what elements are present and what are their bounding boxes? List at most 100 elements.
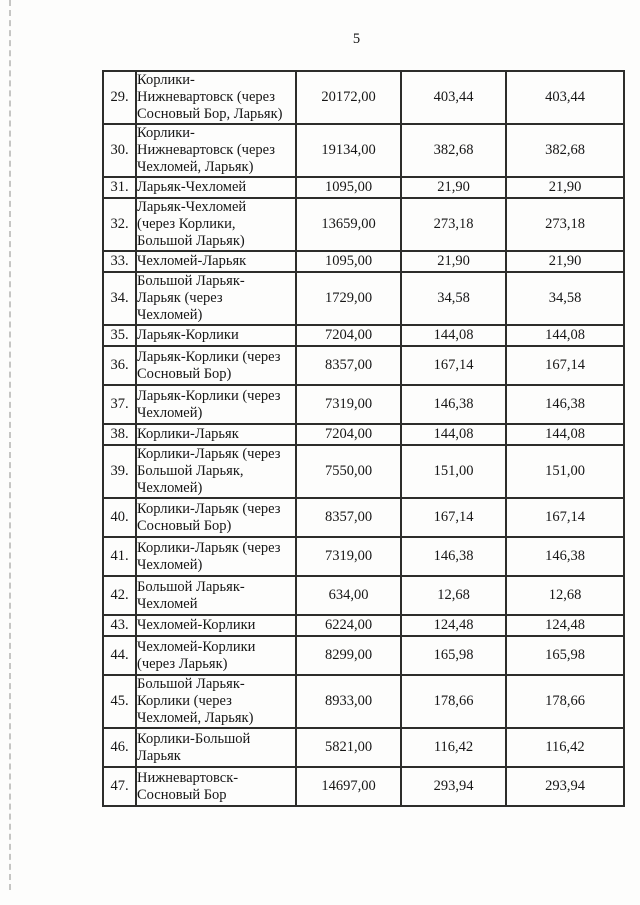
row-number-cell: 43. — [102, 614, 137, 637]
value-cell: 1095,00 — [295, 250, 402, 273]
row-number-cell: 41. — [102, 536, 137, 577]
value-cell: 21,90 — [400, 176, 507, 199]
value-cell: 21,90 — [505, 176, 625, 199]
route-name-cell: Ларьяк-Корлики — [135, 324, 297, 347]
value-cell: 146,38 — [400, 384, 507, 425]
table-row: 33. Чехломей-Ларьяк 1095,00 21,90 21,90 — [102, 250, 625, 273]
row-number-cell: 32. — [102, 197, 137, 252]
route-name-cell: Корлики-Большой Ларьяк — [135, 727, 297, 768]
value-cell: 1095,00 — [295, 176, 402, 199]
table-row: 45. Большой Ларьяк- Корлики (через Чехло… — [102, 674, 625, 729]
row-number-cell: 39. — [102, 444, 137, 499]
row-number-cell: 35. — [102, 324, 137, 347]
value-cell: 34,58 — [505, 271, 625, 326]
route-name-cell: Большой Ларьяк- Ларьяк (через Чехломей) — [135, 271, 297, 326]
table-row: 41. Корлики-Ларьяк (через Чехломей) 7319… — [102, 536, 625, 577]
value-cell: 167,14 — [400, 497, 507, 538]
row-number-cell: 34. — [102, 271, 137, 326]
row-number-cell: 42. — [102, 575, 137, 616]
value-cell: 178,66 — [505, 674, 625, 729]
value-cell: 8299,00 — [295, 635, 402, 676]
row-number-cell: 45. — [102, 674, 137, 729]
value-cell: 7319,00 — [295, 536, 402, 577]
value-cell: 144,08 — [505, 423, 625, 446]
table-row: 40. Корлики-Ларьяк (через Сосновый Бор) … — [102, 497, 625, 538]
value-cell: 151,00 — [400, 444, 507, 499]
table-row: 43. Чехломей-Корлики 6224,00 124,48 124,… — [102, 614, 625, 637]
value-cell: 382,68 — [505, 123, 625, 178]
row-number-cell: 37. — [102, 384, 137, 425]
route-name-cell: Большой Ларьяк- Корлики (через Чехломей,… — [135, 674, 297, 729]
value-cell: 7319,00 — [295, 384, 402, 425]
value-cell: 8933,00 — [295, 674, 402, 729]
row-number-cell: 36. — [102, 345, 137, 386]
value-cell: 144,08 — [505, 324, 625, 347]
route-name-cell: Чехломей-Корлики — [135, 614, 297, 637]
value-cell: 146,38 — [400, 536, 507, 577]
value-cell: 20172,00 — [295, 70, 402, 125]
row-number-cell: 38. — [102, 423, 137, 446]
value-cell: 146,38 — [505, 536, 625, 577]
route-name-cell: Ларьяк-Чехломей (через Корлики, Большой … — [135, 197, 297, 252]
route-name-cell: Нижневартовск- Сосновый Бор — [135, 766, 297, 807]
value-cell: 124,48 — [400, 614, 507, 637]
value-cell: 151,00 — [505, 444, 625, 499]
route-name-cell: Корлики- Нижневартовск (через Чехломей, … — [135, 123, 297, 178]
value-cell: 8357,00 — [295, 345, 402, 386]
value-cell: 12,68 — [505, 575, 625, 616]
route-name-cell: Корлики-Ларьяк (через Сосновый Бор) — [135, 497, 297, 538]
value-cell: 144,08 — [400, 324, 507, 347]
value-cell: 116,42 — [505, 727, 625, 768]
table-row: 29. Корлики- Нижневартовск (через Соснов… — [102, 70, 625, 125]
value-cell: 8357,00 — [295, 497, 402, 538]
route-name-cell: Корлики-Ларьяк (через Большой Ларьяк, Че… — [135, 444, 297, 499]
value-cell: 273,18 — [505, 197, 625, 252]
value-cell: 12,68 — [400, 575, 507, 616]
value-cell: 382,68 — [400, 123, 507, 178]
route-name-cell: Корлики-Ларьяк (через Чехломей) — [135, 536, 297, 577]
value-cell: 7204,00 — [295, 324, 402, 347]
value-cell: 293,94 — [400, 766, 507, 807]
value-cell: 403,44 — [505, 70, 625, 125]
row-number-cell: 33. — [102, 250, 137, 273]
table-row: 44. Чехломей-Корлики (через Ларьяк) 8299… — [102, 635, 625, 676]
table-row: 42. Большой Ларьяк- Чехломей 634,00 12,6… — [102, 575, 625, 616]
route-name-cell: Ларьяк-Корлики (через Сосновый Бор) — [135, 345, 297, 386]
table-row: 32. Ларьяк-Чехломей (через Корлики, Боль… — [102, 197, 625, 252]
value-cell: 116,42 — [400, 727, 507, 768]
value-cell: 293,94 — [505, 766, 625, 807]
value-cell: 178,66 — [400, 674, 507, 729]
value-cell: 21,90 — [400, 250, 507, 273]
row-number-cell: 46. — [102, 727, 137, 768]
value-cell: 124,48 — [505, 614, 625, 637]
route-table: 29. Корлики- Нижневартовск (через Соснов… — [102, 70, 625, 807]
table-row: 35. Ларьяк-Корлики 7204,00 144,08 144,08 — [102, 324, 625, 347]
route-name-cell: Чехломей-Корлики (через Ларьяк) — [135, 635, 297, 676]
table-row: 36. Ларьяк-Корлики (через Сосновый Бор) … — [102, 345, 625, 386]
table-row: 30. Корлики- Нижневартовск (через Чехлом… — [102, 123, 625, 178]
row-number-cell: 30. — [102, 123, 137, 178]
route-name-cell: Корлики- Нижневартовск (через Сосновый Б… — [135, 70, 297, 125]
value-cell: 7204,00 — [295, 423, 402, 446]
value-cell: 167,14 — [505, 345, 625, 386]
table-row: 46. Корлики-Большой Ларьяк 5821,00 116,4… — [102, 727, 625, 768]
table-row: 31. Ларьяк-Чехломей 1095,00 21,90 21,90 — [102, 176, 625, 199]
route-name-cell: Ларьяк-Корлики (через Чехломей) — [135, 384, 297, 425]
route-name-cell: Ларьяк-Чехломей — [135, 176, 297, 199]
value-cell: 6224,00 — [295, 614, 402, 637]
row-number-cell: 47. — [102, 766, 137, 807]
value-cell: 146,38 — [505, 384, 625, 425]
value-cell: 167,14 — [400, 345, 507, 386]
table-row: 34. Большой Ларьяк- Ларьяк (через Чехлом… — [102, 271, 625, 326]
value-cell: 165,98 — [505, 635, 625, 676]
value-cell: 1729,00 — [295, 271, 402, 326]
route-name-cell: Большой Ларьяк- Чехломей — [135, 575, 297, 616]
page-number: 5 — [352, 31, 361, 47]
route-name-cell: Корлики-Ларьяк — [135, 423, 297, 446]
value-cell: 21,90 — [505, 250, 625, 273]
value-cell: 165,98 — [400, 635, 507, 676]
table-row: 38. Корлики-Ларьяк 7204,00 144,08 144,08 — [102, 423, 625, 446]
value-cell: 34,58 — [400, 271, 507, 326]
table-row: 47. Нижневартовск- Сосновый Бор 14697,00… — [102, 766, 625, 807]
table-row: 39. Корлики-Ларьяк (через Большой Ларьяк… — [102, 444, 625, 499]
